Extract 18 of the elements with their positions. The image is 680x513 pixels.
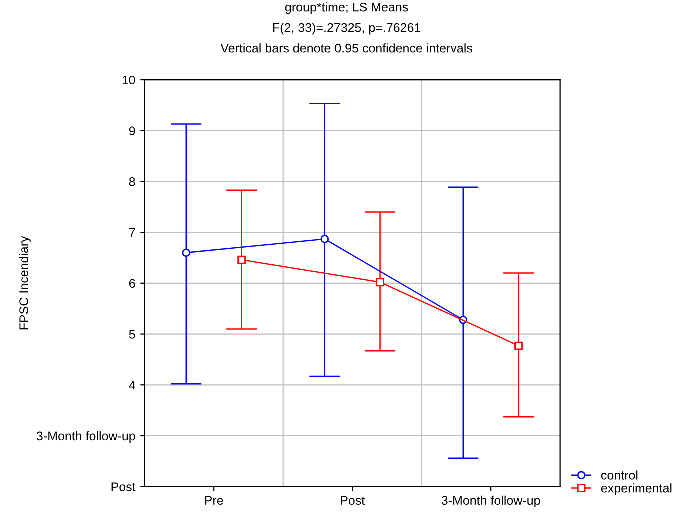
y-axis-title: FPSC Incendiary: [19, 236, 31, 330]
y-tick-label: 3-Month follow-up: [36, 431, 136, 444]
chart-subtitle: F(2, 33)=.27325, p=.76261: [273, 23, 421, 35]
x-tick-label: Post: [341, 496, 365, 506]
y-tick-label: 5: [129, 330, 136, 339]
y-tick-label: 6: [129, 279, 136, 288]
y-tick-label: 7: [130, 228, 136, 238]
y-tick-label: 9: [129, 126, 136, 136]
legend-label: experimental: [601, 484, 672, 496]
y-tick-label: Post: [112, 482, 136, 492]
y-tick-label: 8: [129, 178, 136, 186]
chart-title: group*time; LS Means: [285, 2, 408, 14]
x-tick-label: Pre: [205, 496, 224, 506]
x-tick-label: 3-Month follow-up: [442, 496, 540, 508]
text: Vertical bars denote 0.95 confidence intervals: [220, 44, 472, 53]
y-tick-label: 4: [129, 381, 136, 390]
y-tick-label: 10: [122, 76, 136, 85]
legend-label: control: [601, 470, 638, 480]
